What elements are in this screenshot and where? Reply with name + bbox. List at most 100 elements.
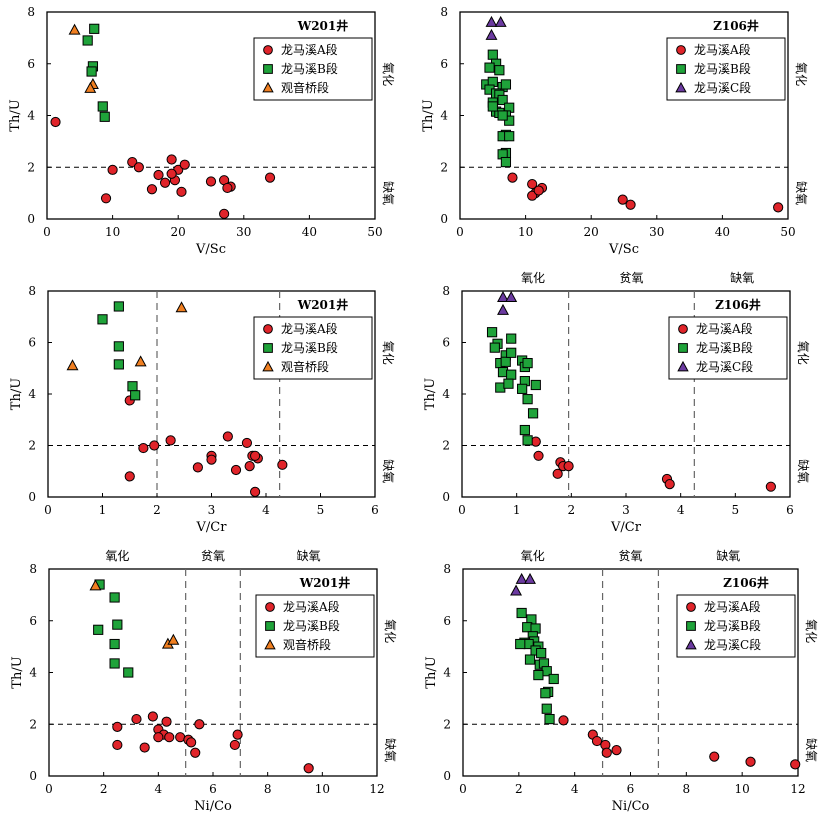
side-label: 缺氧	[381, 459, 396, 483]
series-3	[497, 290, 518, 315]
y-tick-label: 6	[29, 614, 37, 628]
side-label: 缺氧	[804, 738, 819, 762]
data-point	[516, 607, 527, 619]
x-tick-label: 0	[45, 782, 53, 796]
zone-label: 缺氧	[730, 270, 754, 285]
data-point	[109, 592, 120, 603]
data-point	[149, 440, 160, 451]
x-tick-label: 1	[513, 503, 521, 517]
data-point	[138, 442, 149, 454]
y-tick-label: 0	[28, 490, 36, 504]
legend-marker	[678, 343, 688, 353]
data-point	[93, 624, 104, 635]
zone-label: 氧化	[105, 549, 129, 563]
legend-label: 龙马溪B段	[283, 618, 340, 633]
side-label: 氧化	[796, 341, 810, 365]
y-tick-label: 8	[443, 562, 451, 576]
data-point	[563, 461, 574, 472]
data-point	[113, 359, 124, 370]
data-point	[166, 168, 177, 179]
zone-label: 贫氧	[618, 548, 642, 563]
data-point	[205, 176, 217, 187]
x-tick-label: 40	[302, 225, 317, 239]
data-point	[522, 394, 533, 405]
data-point	[146, 184, 158, 195]
series-2	[515, 607, 559, 725]
legend-marker	[262, 81, 274, 93]
data-point	[99, 111, 110, 122]
y-tick-label: 4	[443, 666, 451, 680]
x-tick-label: 4	[677, 503, 685, 517]
x-axis-label: V/Cr	[610, 520, 642, 535]
y-tick-label: 8	[28, 284, 36, 298]
data-point	[277, 459, 288, 470]
data-point	[522, 435, 533, 446]
data-point	[515, 638, 526, 650]
series-3	[66, 301, 188, 371]
series-1	[50, 116, 276, 219]
data-point	[530, 379, 541, 391]
y-tick-label: 2	[28, 439, 36, 453]
legend-label: 龙马溪C段	[696, 359, 753, 374]
data-point	[506, 333, 517, 344]
data-point	[497, 303, 509, 315]
x-tick-label: 2	[100, 782, 108, 796]
side-label: 氧化	[794, 62, 808, 86]
data-point	[89, 23, 100, 34]
data-point	[485, 15, 498, 27]
data-point	[489, 342, 500, 353]
data-point	[533, 185, 544, 196]
data-point	[500, 356, 511, 367]
data-point	[504, 131, 515, 142]
y-tick-label: 2	[29, 717, 37, 731]
data-point	[625, 199, 636, 210]
data-point	[250, 450, 261, 461]
data-point	[131, 713, 142, 725]
legend-label: 龙马溪B段	[281, 61, 338, 76]
legend-marker	[263, 64, 273, 74]
data-point	[541, 703, 552, 714]
x-tick-label: 30	[649, 225, 664, 239]
data-point	[524, 572, 536, 584]
data-point	[113, 341, 124, 352]
x-tick-label: 6	[627, 782, 635, 796]
series-3	[89, 579, 180, 649]
x-tick-label: 5	[732, 503, 740, 517]
y-axis-label: Th/U	[9, 378, 24, 410]
data-point	[505, 290, 518, 302]
data-point	[486, 327, 498, 338]
zone-label: 氧化	[521, 549, 545, 563]
x-tick-label: 20	[584, 225, 599, 239]
y-tick-label: 0	[29, 769, 37, 783]
data-point	[68, 23, 81, 35]
data-point	[540, 688, 551, 699]
data-point	[790, 759, 801, 770]
data-point	[517, 383, 528, 394]
y-axis-label: Th/U	[424, 656, 439, 688]
data-point	[186, 737, 197, 748]
legend-box	[253, 37, 373, 101]
data-point	[97, 314, 108, 325]
series-2	[486, 327, 541, 446]
data-point	[190, 747, 201, 758]
well-label: Z106井	[723, 575, 769, 590]
data-point	[503, 378, 514, 389]
y-tick-label: 4	[27, 109, 35, 123]
legend-label: 龙马溪B段	[696, 340, 753, 355]
legend-label: 龙马溪C段	[704, 637, 761, 652]
data-point	[165, 435, 176, 446]
x-tick-label: 3	[208, 503, 216, 517]
data-point	[552, 468, 563, 479]
well-label: W201井	[297, 18, 349, 33]
series-3	[510, 572, 536, 596]
data-point	[522, 358, 533, 369]
legend-label: 龙马溪C段	[694, 80, 751, 95]
data-point	[130, 390, 141, 401]
data-point	[497, 290, 509, 302]
x-tick-label: 10	[105, 225, 120, 239]
data-point	[250, 486, 261, 497]
